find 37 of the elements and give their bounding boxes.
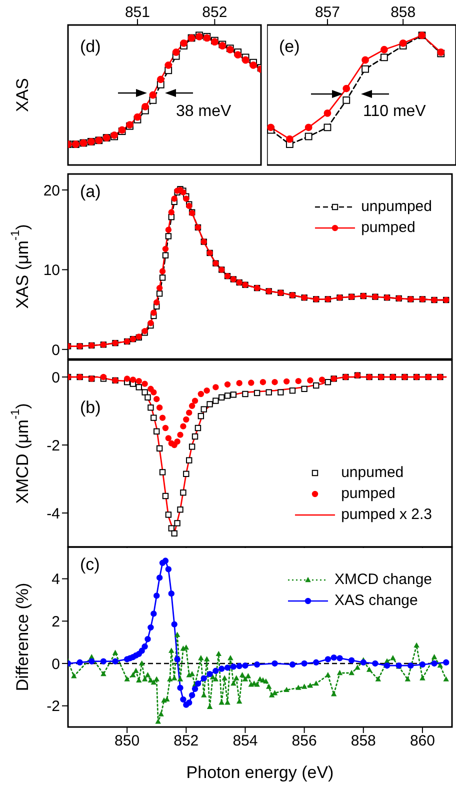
x-tick-label: 854 (232, 732, 258, 750)
y-tick-label: 0 (52, 342, 60, 359)
chart-title: (e) (279, 37, 300, 56)
x-tick-label: 851 (124, 4, 150, 21)
y-tick-label: 0 (52, 656, 60, 673)
annotation: 38 meV (176, 103, 232, 120)
y-tick-label: -4 (46, 505, 60, 522)
x-tick-label: 852 (202, 4, 228, 21)
x-tick-label: 852 (174, 732, 199, 750)
x-tick-label: 857 (314, 4, 340, 21)
text: (b) (80, 398, 101, 417)
y-tick-label: -2 (46, 698, 60, 716)
chart-title: (d) (80, 37, 101, 56)
y-axis-title: Difference (%) (12, 582, 32, 692)
legend-label: pumped (361, 218, 416, 238)
text: (c) (80, 555, 100, 574)
x-tick-label: 860 (410, 732, 435, 750)
x-tick-label: 858 (350, 732, 376, 750)
y-tick-label: 4 (52, 571, 60, 588)
y-tick-label: 0 (52, 369, 60, 386)
y-tick-label: 20 (43, 182, 60, 200)
annotation: 110 meV (363, 103, 426, 120)
legend-label: pumped x 2.3 (341, 504, 432, 524)
x-tick-label: 850 (114, 732, 140, 750)
y-axis-title: XAS (12, 78, 32, 112)
y-tick-label: 10 (43, 262, 60, 280)
legend-label: XAS change (334, 590, 418, 610)
y-tick-label: 2 (52, 613, 60, 630)
legend-label: unpumped (361, 196, 432, 216)
x-tick-label: 858 (390, 4, 416, 21)
y-tick-label: -2 (46, 437, 60, 454)
x-axis-title: Photon energy (eV) (186, 763, 334, 782)
legend-label: XMCD change (334, 570, 432, 590)
text: (a) (80, 182, 101, 201)
legend-label: unpumed (341, 462, 404, 482)
legend-label: pumped (341, 484, 396, 504)
x-tick-label: 856 (292, 732, 317, 750)
